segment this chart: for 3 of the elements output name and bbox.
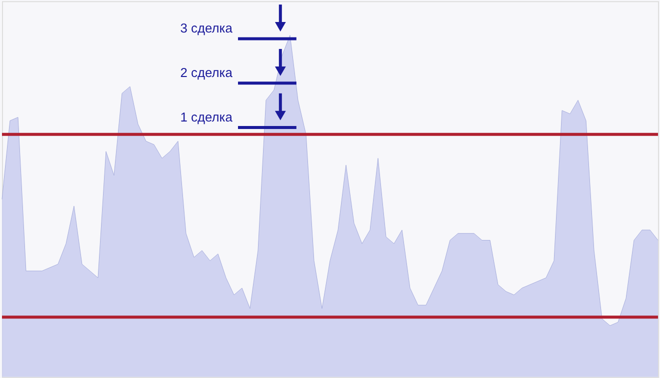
annotation: 1 сделка (180, 110, 234, 125)
annotation: 2 сделка (180, 65, 234, 80)
annotation: 3 сделка (180, 20, 234, 36)
